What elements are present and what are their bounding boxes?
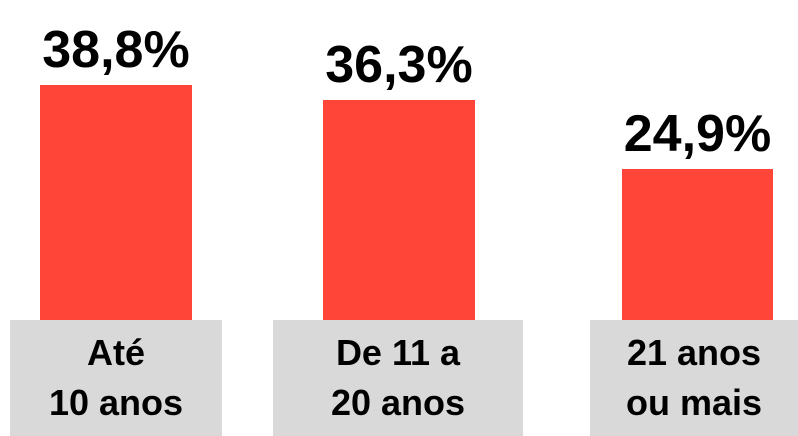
category-box: Até 10 anos: [10, 320, 222, 436]
category-box: De 11 a 20 anos: [273, 320, 523, 436]
category-label: Até 10 anos: [48, 332, 184, 423]
category-label: 21 anos ou mais: [625, 332, 763, 423]
category-box: 21 anos ou mais: [590, 320, 798, 436]
bar: [622, 169, 773, 320]
bar: [323, 100, 475, 320]
value-label: 24,9%: [623, 105, 772, 164]
value-label: 36,3%: [325, 36, 473, 95]
bar: [40, 85, 192, 320]
category-label: De 11 a 20 anos: [330, 332, 466, 423]
value-label: 38,8%: [42, 21, 190, 79]
